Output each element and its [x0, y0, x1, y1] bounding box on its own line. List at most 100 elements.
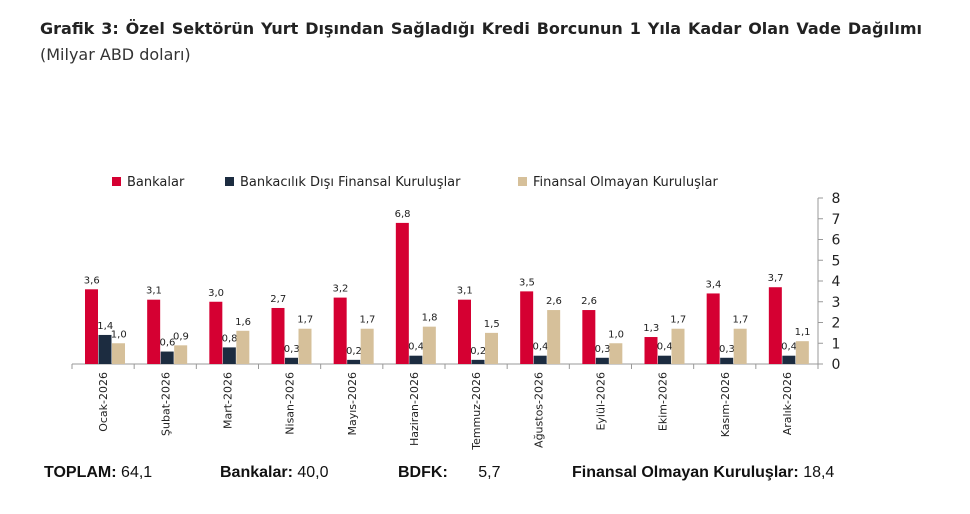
category-label: Kasım-2026	[719, 372, 732, 437]
bar-bankacılık-dışı-finansal-kuruluşlar	[471, 359, 485, 364]
bar-finansal-olmayan-kuruluşlar	[609, 343, 623, 364]
bar-bankalar	[458, 299, 471, 364]
bar-bankacılık-dışı-finansal-kuruluşlar	[720, 357, 734, 364]
y-tick-label: 0	[832, 357, 841, 373]
bar-bankalar	[395, 222, 409, 364]
chart-title: Grafik 3: Özel Sektörün Yurt Dışından Sa…	[40, 16, 922, 68]
data-label: 0,4	[532, 342, 548, 353]
bar-bankalar	[85, 289, 98, 364]
data-label: 1,4	[97, 321, 113, 332]
data-label: 3,6	[84, 275, 100, 286]
data-label: 3,1	[146, 286, 162, 297]
bar-bankacılık-dışı-finansal-kuruluşlar	[409, 355, 423, 364]
data-label: 0,4	[408, 342, 424, 353]
data-label: 1,3	[643, 323, 659, 334]
total-value: 64,1	[121, 464, 153, 481]
bar-finansal-olmayan-kuruluşlar	[360, 328, 374, 364]
data-label: 2,6	[546, 296, 562, 307]
bar-bankalar	[271, 307, 285, 364]
data-label: 1,7	[297, 315, 313, 326]
category-label: Haziran-2026	[408, 372, 421, 446]
bar-finansal-olmayan-kuruluşlar	[733, 328, 747, 364]
bar-bankacılık-dışı-finansal-kuruluşlar	[595, 357, 609, 364]
category-label: Aralık-2026	[781, 372, 794, 435]
category-label: Şubat-2026	[159, 372, 172, 436]
bar-finansal-olmayan-kuruluşlar	[236, 330, 250, 364]
data-label: 1,7	[359, 315, 375, 326]
data-label: 1,5	[484, 319, 500, 330]
data-label: 0,4	[657, 342, 673, 353]
y-tick-label: 6	[832, 233, 841, 249]
bar-bankacılık-dışı-finansal-kuruluşlar	[98, 334, 112, 364]
total-all: TOPLAM: 64,1	[44, 464, 152, 482]
data-label: 3,2	[332, 284, 348, 295]
category-label: Eylül-2026	[594, 372, 607, 431]
data-label: 0,9	[173, 331, 189, 342]
legend-label: Finansal Olmayan Kuruluşlar	[533, 175, 718, 190]
category-label: Ekim-2026	[657, 372, 670, 431]
data-label: 3,1	[457, 286, 473, 297]
chart-subtitle: (Milyar ABD doları)	[40, 45, 191, 64]
bar-bankalar	[768, 287, 782, 364]
data-label: 1,7	[732, 315, 748, 326]
total-value: 18,4	[803, 464, 835, 481]
data-label: 6,8	[395, 209, 411, 220]
bar-bankalar	[147, 299, 161, 364]
bar-finansal-olmayan-kuruluşlar	[422, 326, 436, 364]
chart-title-bold: Grafik 3: Özel Sektörün Yurt Dışından Sa…	[40, 19, 922, 38]
y-tick-label: 1	[832, 336, 841, 352]
bar-bankalar	[644, 337, 658, 364]
data-label: 0,2	[470, 346, 486, 357]
data-label: 1,0	[111, 329, 127, 340]
category-label: Temmuz-2026	[470, 372, 483, 451]
bar-finansal-olmayan-kuruluşlar	[298, 328, 312, 364]
total-nonfinancial: Finansal Olmayan Kuruluşlar: 18,4	[572, 464, 834, 482]
bar-bankacılık-dışı-finansal-kuruluşlar	[222, 347, 236, 364]
bar-bankalar	[706, 293, 720, 364]
bar-finansal-olmayan-kuruluşlar	[174, 345, 188, 364]
bar-bankacılık-dışı-finansal-kuruluşlar	[347, 359, 361, 364]
data-label: 3,4	[705, 279, 721, 290]
data-label: 3,7	[768, 273, 784, 284]
category-label: Nisan-2026	[284, 372, 297, 435]
bar-bankacılık-dışı-finansal-kuruluşlar	[533, 355, 547, 364]
total-bdfk: BDFK: 5,7	[398, 464, 500, 482]
data-label: 0,8	[222, 333, 238, 344]
data-label: 1,7	[670, 315, 686, 326]
data-label: 1,8	[422, 313, 438, 324]
y-tick-label: 3	[832, 295, 841, 311]
category-label: Ocak-2026	[97, 372, 110, 432]
bar-bankalar	[333, 297, 347, 364]
legend-swatch	[112, 177, 121, 186]
bar-finansal-olmayan-kuruluşlar	[112, 343, 125, 364]
data-label: 0,3	[284, 344, 300, 355]
bar-bankalar	[520, 291, 534, 364]
legend-swatch	[225, 177, 234, 186]
y-tick-label: 2	[832, 316, 841, 332]
total-value: 5,7	[478, 464, 501, 481]
bar-finansal-olmayan-kuruluşlar	[671, 328, 685, 364]
total-label: TOPLAM:	[44, 464, 117, 481]
y-tick-label: 5	[832, 253, 841, 269]
total-label: Bankalar:	[220, 464, 293, 481]
y-tick-label: 4	[832, 274, 841, 290]
total-banks: Bankalar: 40,0	[220, 464, 329, 482]
data-label: 2,7	[270, 294, 286, 305]
bar-finansal-olmayan-kuruluşlar	[547, 310, 561, 364]
bar-finansal-olmayan-kuruluşlar	[795, 341, 809, 364]
data-label: 2,6	[581, 296, 597, 307]
data-label: 0,3	[719, 344, 735, 355]
data-label: 1,6	[235, 317, 251, 328]
category-label: Mayıs-2026	[346, 372, 359, 436]
data-label: 0,3	[595, 344, 611, 355]
bar-bankacılık-dışı-finansal-kuruluşlar	[285, 357, 298, 364]
bar-bankalar	[209, 301, 223, 364]
data-label: 0,4	[781, 342, 797, 353]
category-label: Ağustos-2026	[532, 372, 545, 448]
total-label: Finansal Olmayan Kuruluşlar:	[572, 464, 799, 481]
data-label: 1,1	[795, 327, 811, 338]
bar-finansal-olmayan-kuruluşlar	[485, 332, 498, 364]
data-label: 1,0	[608, 329, 624, 340]
y-tick-label: 7	[832, 212, 841, 228]
